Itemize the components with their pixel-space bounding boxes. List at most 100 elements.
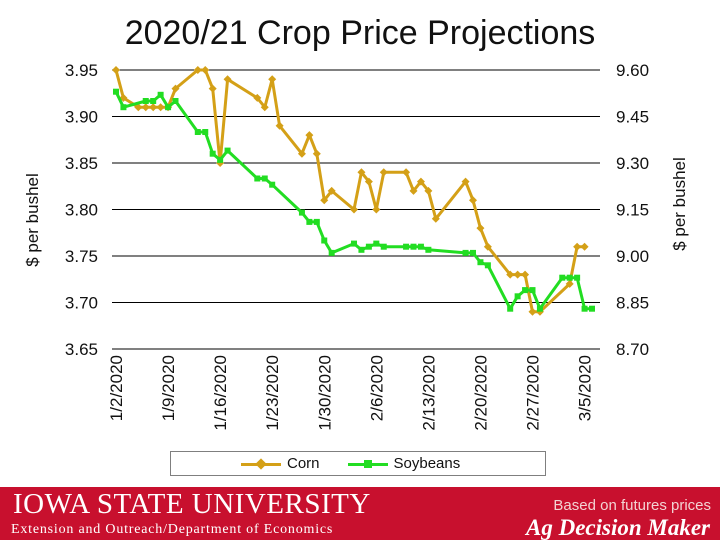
soybeans-data-point: [351, 240, 357, 247]
soybeans-data-point: [470, 249, 476, 256]
x-tick-label: 1/23/2020: [263, 355, 282, 431]
legend-label-corn: Corn: [287, 455, 320, 472]
soybeans-data-point: [507, 305, 514, 312]
soybeans-data-point: [559, 274, 566, 281]
series-group: [112, 66, 595, 316]
soybeans-data-point: [194, 129, 201, 135]
soybeans-data-point: [529, 287, 536, 294]
legend-item-soybeans: Soybeans: [347, 455, 461, 472]
soybeans-data-point: [410, 243, 417, 250]
corn-data-point: [350, 205, 358, 214]
corn-data-point: [409, 186, 418, 195]
corn-data-point: [461, 177, 470, 186]
soybeans-data-point: [574, 274, 581, 281]
x-tick-label: 2/27/2020: [524, 355, 543, 431]
soybeans-data-point: [172, 98, 179, 104]
x-tick-label: 1/2/2020: [107, 355, 126, 421]
corn-data-point: [260, 103, 269, 112]
corn-data-point: [431, 214, 440, 223]
left-y-tick-label: 3.80: [65, 201, 98, 220]
corn-data-point: [268, 75, 277, 84]
corn-data-point: [275, 121, 284, 130]
corn-data-point: [357, 168, 366, 177]
left-y-axis: 3.95 3.90 3.85 3.80 3.75 3.70 3.65: [65, 61, 98, 359]
corn-data-point: [476, 224, 485, 233]
right-y-tick-label: 9.60: [616, 61, 649, 80]
soybeans-data-point: [522, 287, 529, 294]
corn-data-point: [171, 84, 180, 93]
soybeans-data-point: [566, 274, 573, 281]
left-y-tick-label: 3.90: [65, 108, 98, 127]
university-logo: Iowa State University: [13, 488, 371, 520]
soybeans-data-point: [298, 209, 305, 216]
soybeans-series-line: [114, 91, 592, 311]
corn-data-point: [193, 66, 202, 74]
soybeans-data-point: [536, 305, 543, 312]
legend-item-corn: Corn: [241, 455, 320, 472]
corn-data-point: [201, 66, 210, 74]
right-y-tick-label: 9.15: [616, 201, 649, 220]
corn-data-point: [297, 149, 306, 158]
corn-data-point: [416, 177, 425, 186]
right-y-tick-label: 9.45: [616, 108, 649, 127]
corn-data-point: [327, 186, 336, 195]
soybeans-data-point: [514, 293, 521, 300]
soybeans-data-point: [306, 218, 313, 225]
corn-swatch: [241, 457, 281, 470]
x-tick-label: 3/5/2020: [576, 355, 595, 421]
corn-data-point: [483, 242, 492, 251]
x-tick-label: 2/6/2020: [367, 355, 386, 421]
soybeans-data-point: [165, 104, 172, 111]
corn-data-point: [223, 75, 232, 84]
soybeans-data-point: [477, 259, 484, 266]
soybeans-data-point: [113, 88, 119, 95]
soybeans-data-point: [157, 91, 164, 98]
x-axis: 1/2/2020 1/9/2020 1/16/2020 1/23/2020 1/30/2…: [107, 355, 595, 431]
left-y-tick-label: 3.70: [65, 294, 98, 313]
corn-data-point: [156, 103, 165, 112]
corn-data-point: [320, 196, 329, 205]
soybeans-data-point: [373, 240, 380, 247]
soybeans-data-point: [150, 98, 157, 104]
soybeans-data-point: [365, 243, 372, 250]
corn-data-point: [402, 168, 411, 177]
corn-data-point: [580, 242, 589, 251]
legend-label-soybeans: Soybeans: [393, 455, 461, 472]
corn-series-line: [114, 68, 585, 314]
soybeans-data-point: [217, 156, 224, 163]
soybeans-data-point: [462, 249, 469, 256]
x-tick-label: 1/16/2020: [211, 355, 230, 431]
department-text: Extension and Outreach/Department of Eco…: [11, 522, 334, 537]
soybeans-data-point: [321, 237, 328, 244]
right-y-tick-label: 8.85: [616, 294, 649, 313]
soybeans-swatch: [347, 458, 388, 470]
left-y-tick-label: 3.85: [65, 154, 98, 173]
soybeans-data-point: [417, 243, 424, 250]
soybeans-data-point: [120, 104, 127, 111]
x-tick-label: 2/13/2020: [419, 355, 438, 431]
x-tick-label: 2/20/2020: [471, 355, 490, 431]
soybeans-data-point: [358, 246, 365, 253]
corn-data-point: [528, 307, 537, 316]
soybeans-data-point: [581, 305, 588, 312]
corn-data-point: [253, 93, 262, 102]
soybeans-data-point: [261, 175, 268, 182]
x-tick-label: 1/9/2020: [159, 355, 178, 421]
soybeans-data-point: [589, 305, 595, 312]
corn-data-point: [565, 279, 574, 288]
gridlines: [112, 69, 600, 350]
corn-data-point: [364, 177, 373, 186]
corn-data-point: [469, 196, 477, 205]
corn-data-point: [506, 270, 515, 279]
brand-logo: Ag Decision Maker: [526, 515, 710, 540]
right-y-tick-label: 9.30: [616, 154, 649, 173]
corn-data-point: [513, 270, 522, 279]
soybeans-data-point: [142, 98, 149, 104]
soybeans-data-point: [328, 249, 335, 256]
corn-data-point: [141, 103, 150, 112]
soybeans-data-point: [209, 150, 216, 157]
corn-data-point: [424, 186, 433, 195]
soybeans-data-point: [425, 246, 432, 253]
soybeans-data-point: [380, 243, 387, 250]
